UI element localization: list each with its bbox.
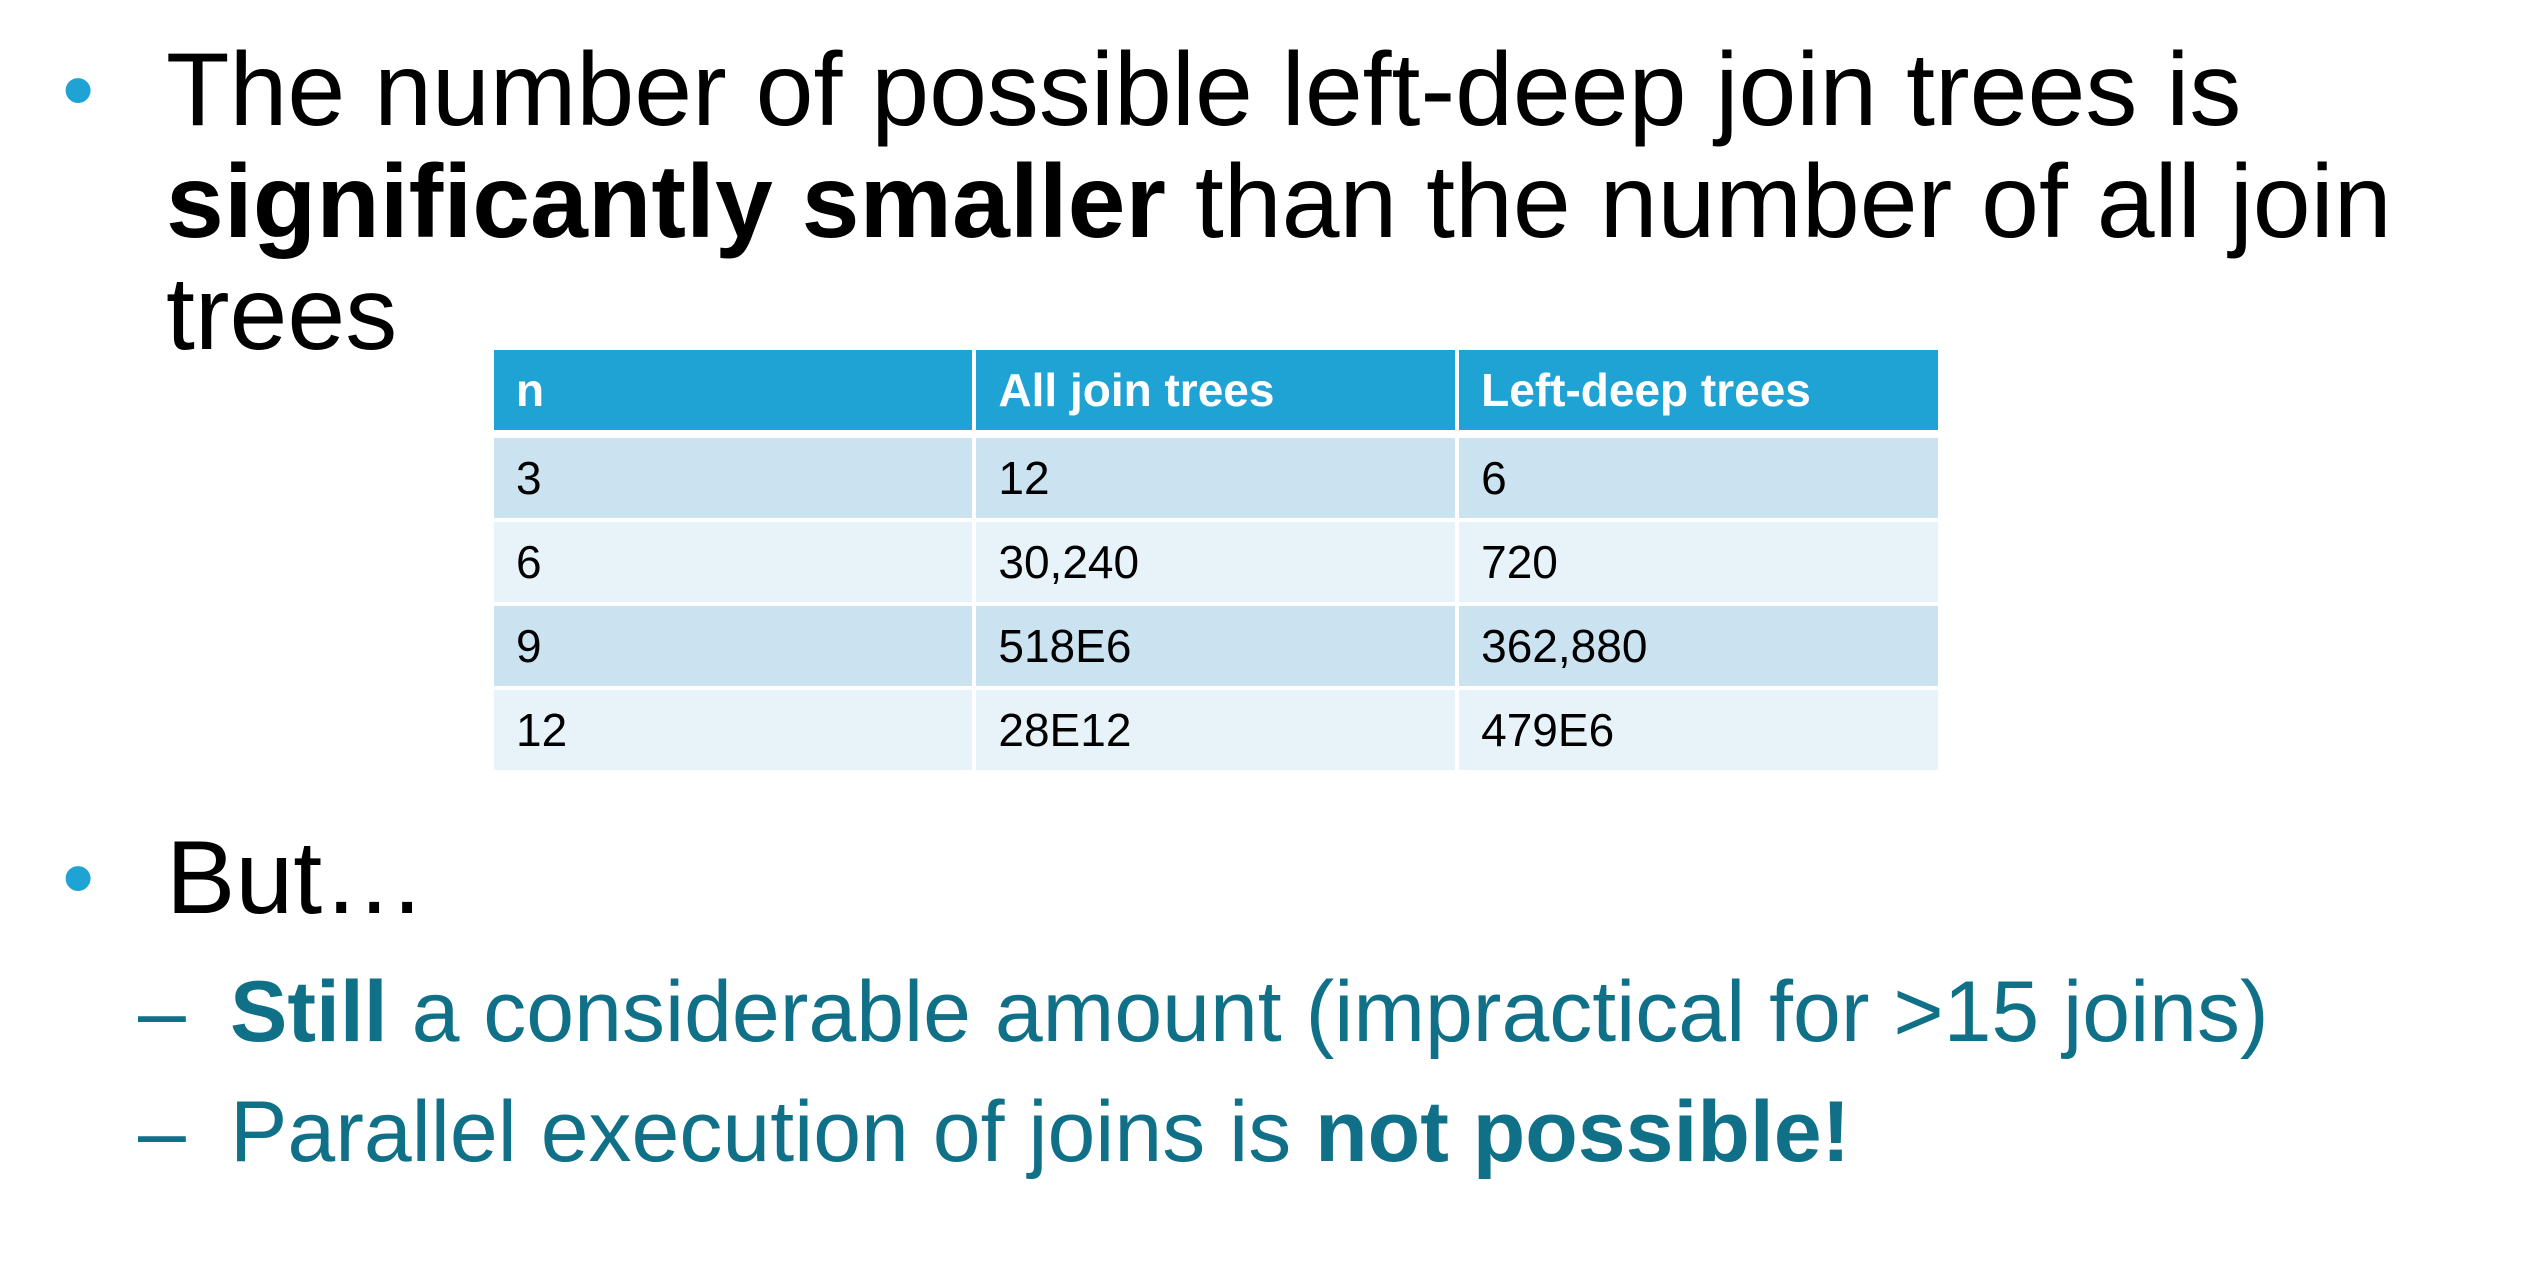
sub-bullet-still-text: Still a considerable amount (impractical… bbox=[230, 962, 2518, 1062]
table-row: 9 518E6 362,880 bbox=[489, 602, 1942, 690]
cell-left-deep-trees: 720 bbox=[1455, 518, 1942, 606]
intro-text-part2: than the number of all join trees bbox=[166, 144, 2421, 372]
bullet-intro-text: The number of possible left-deep join tr… bbox=[166, 34, 2502, 370]
still-rest: a considerable amount (impractical for >… bbox=[387, 964, 2269, 1060]
cell-n: 9 bbox=[489, 602, 977, 690]
intro-text-bold: significantly smaller bbox=[166, 144, 1166, 260]
sub-bullet-marker: – bbox=[138, 1084, 186, 1180]
intro-text-part1: The number of possible left-deep join tr… bbox=[166, 32, 2271, 148]
cell-n: 12 bbox=[489, 686, 977, 774]
header-n: n bbox=[489, 346, 977, 438]
cell-all-join-trees: 12 bbox=[972, 432, 1460, 522]
table-header-row: n All join trees Left-deep trees bbox=[489, 346, 1942, 438]
cell-all-join-trees: 28E12 bbox=[972, 686, 1460, 774]
parallel-rest: Parallel execution of joins is bbox=[230, 1084, 1316, 1180]
cell-n: 3 bbox=[489, 432, 977, 522]
sub-bullet-marker: – bbox=[138, 964, 186, 1060]
bullet-but: • But… bbox=[62, 822, 2502, 934]
cell-n: 6 bbox=[489, 518, 977, 606]
table-row: 12 28E12 479E6 bbox=[489, 686, 1942, 774]
cell-left-deep-trees: 362,880 bbox=[1455, 602, 1942, 690]
sub-bullet-parallel-text: Parallel execution of joins is not possi… bbox=[230, 1082, 2518, 1182]
bullet-marker: • bbox=[62, 39, 95, 141]
parallel-bold: not possible! bbox=[1315, 1084, 1851, 1180]
bullet-marker: • bbox=[62, 827, 95, 929]
still-bold: Still bbox=[230, 964, 388, 1060]
cell-all-join-trees: 518E6 bbox=[972, 602, 1460, 690]
header-all-join-trees: All join trees bbox=[972, 346, 1460, 438]
join-trees-table: n All join trees Left-deep trees 3 12 6 … bbox=[489, 346, 1942, 774]
table-row: 6 30,240 720 bbox=[489, 518, 1942, 606]
sub-bullet-parallel: – Parallel execution of joins is not pos… bbox=[138, 1082, 2518, 1182]
bullet-but-text: But… bbox=[166, 820, 427, 936]
header-left-deep-trees: Left-deep trees bbox=[1455, 346, 1942, 438]
bullet-intro: • The number of possible left-deep join … bbox=[62, 34, 2502, 370]
table-row: 3 12 6 bbox=[489, 432, 1942, 522]
cell-left-deep-trees: 6 bbox=[1455, 432, 1942, 522]
cell-left-deep-trees: 479E6 bbox=[1455, 686, 1942, 774]
sub-bullet-still: – Still a considerable amount (impractic… bbox=[138, 962, 2518, 1062]
cell-all-join-trees: 30,240 bbox=[972, 518, 1460, 606]
